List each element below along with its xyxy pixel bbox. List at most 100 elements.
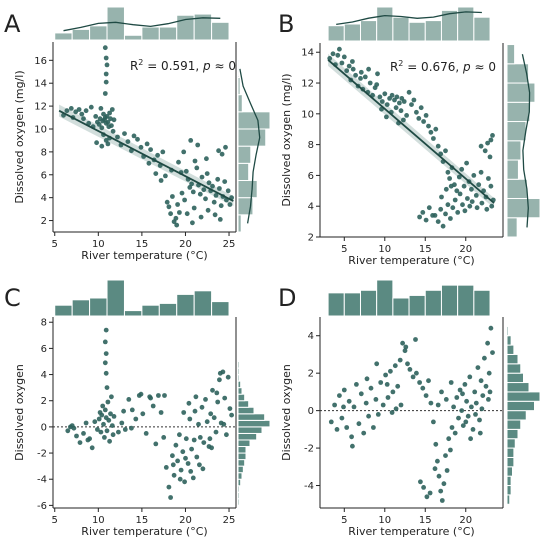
data-point — [184, 211, 190, 217]
right-hist-bar — [506, 438, 516, 449]
right-hist-bar — [237, 393, 246, 402]
data-point — [83, 420, 89, 426]
data-point — [421, 119, 426, 124]
data-point — [431, 136, 436, 141]
data-point — [443, 211, 448, 217]
y-tick-label: 6 — [41, 170, 47, 181]
data-point — [185, 461, 191, 466]
data-point — [478, 143, 484, 149]
top-hist-bar — [376, 279, 394, 317]
data-point — [401, 99, 407, 104]
data-point — [203, 397, 208, 402]
right-hist-bar — [237, 485, 240, 493]
data-point — [383, 372, 388, 378]
data-point — [177, 210, 182, 215]
data-point — [68, 106, 74, 111]
data-point — [490, 133, 495, 138]
data-point — [190, 220, 195, 226]
data-point — [485, 340, 490, 346]
data-point — [366, 66, 371, 72]
x-tick-label: 5 — [52, 239, 58, 250]
data-point — [115, 134, 120, 140]
data-point — [459, 408, 465, 413]
data-point — [423, 113, 429, 118]
top-hist-bar — [176, 293, 195, 317]
right-hist-bar — [237, 380, 242, 389]
x-tick-label: 10 — [378, 515, 391, 526]
data-point — [448, 216, 453, 221]
right-hist-bar — [506, 121, 527, 142]
data-point — [119, 420, 125, 426]
data-point — [102, 339, 108, 345]
data-point — [191, 437, 197, 443]
data-point — [155, 152, 161, 158]
data-point — [224, 432, 229, 438]
data-point — [153, 441, 159, 447]
p-value: ≈ 0 — [471, 60, 496, 74]
data-point — [163, 173, 168, 179]
top-hist-bar — [54, 304, 73, 317]
x-tick-label: 25 — [223, 515, 236, 526]
top-hist-bar — [343, 292, 361, 317]
data-point — [174, 222, 180, 228]
data-point — [104, 62, 110, 68]
data-point — [452, 197, 458, 203]
panel-letter: B — [278, 10, 294, 38]
data-point — [486, 176, 491, 181]
data-point — [98, 429, 104, 435]
data-point — [217, 186, 222, 191]
y-tick-label: 4 — [308, 331, 314, 342]
data-point — [413, 337, 418, 342]
data-point — [168, 495, 174, 500]
data-point — [105, 399, 111, 405]
data-point — [183, 436, 189, 442]
y-tick-label: 6 — [308, 171, 314, 182]
data-point — [341, 387, 347, 393]
data-point — [346, 398, 352, 404]
x-tick-label: 15 — [136, 239, 149, 250]
data-point — [443, 453, 448, 458]
data-point — [189, 446, 195, 452]
data-point — [460, 423, 466, 428]
data-point — [192, 408, 198, 414]
data-point — [443, 397, 449, 402]
right-hist-bar — [506, 44, 516, 65]
data-point — [225, 188, 231, 194]
top-hist-bar — [392, 16, 410, 42]
data-point — [398, 108, 404, 114]
data-point — [375, 412, 381, 417]
right-hist-bar — [237, 413, 266, 421]
top-hist-bar — [343, 23, 361, 42]
data-point — [435, 402, 441, 408]
data-point — [356, 421, 362, 427]
data-point — [448, 183, 454, 189]
data-point — [158, 178, 164, 183]
top-hist-bar — [54, 32, 73, 41]
data-point — [173, 215, 179, 221]
data-point — [215, 176, 221, 182]
data-point — [443, 186, 449, 192]
data-point — [146, 160, 152, 166]
data-point — [171, 472, 177, 478]
data-point — [353, 72, 358, 78]
data-point — [103, 55, 109, 61]
data-point — [76, 107, 82, 112]
data-point — [162, 393, 167, 398]
data-point — [432, 466, 438, 472]
data-point — [214, 390, 220, 396]
top-hist-bar — [123, 310, 143, 317]
data-point — [158, 410, 164, 415]
data-point — [398, 402, 404, 408]
data-point — [358, 69, 364, 75]
y-tick-label: 0 — [41, 422, 47, 433]
data-point — [140, 411, 146, 417]
y-tick-label: 6 — [41, 344, 47, 355]
x-tick-label: 10 — [92, 239, 105, 250]
data-point — [489, 203, 495, 209]
data-point — [95, 427, 100, 432]
p-symbol: p — [202, 59, 211, 73]
data-point — [423, 217, 429, 223]
data-point — [111, 117, 117, 123]
data-point — [135, 136, 140, 142]
data-point — [385, 395, 391, 400]
